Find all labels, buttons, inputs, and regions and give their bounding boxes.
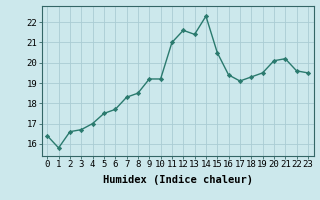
X-axis label: Humidex (Indice chaleur): Humidex (Indice chaleur) bbox=[103, 175, 252, 185]
